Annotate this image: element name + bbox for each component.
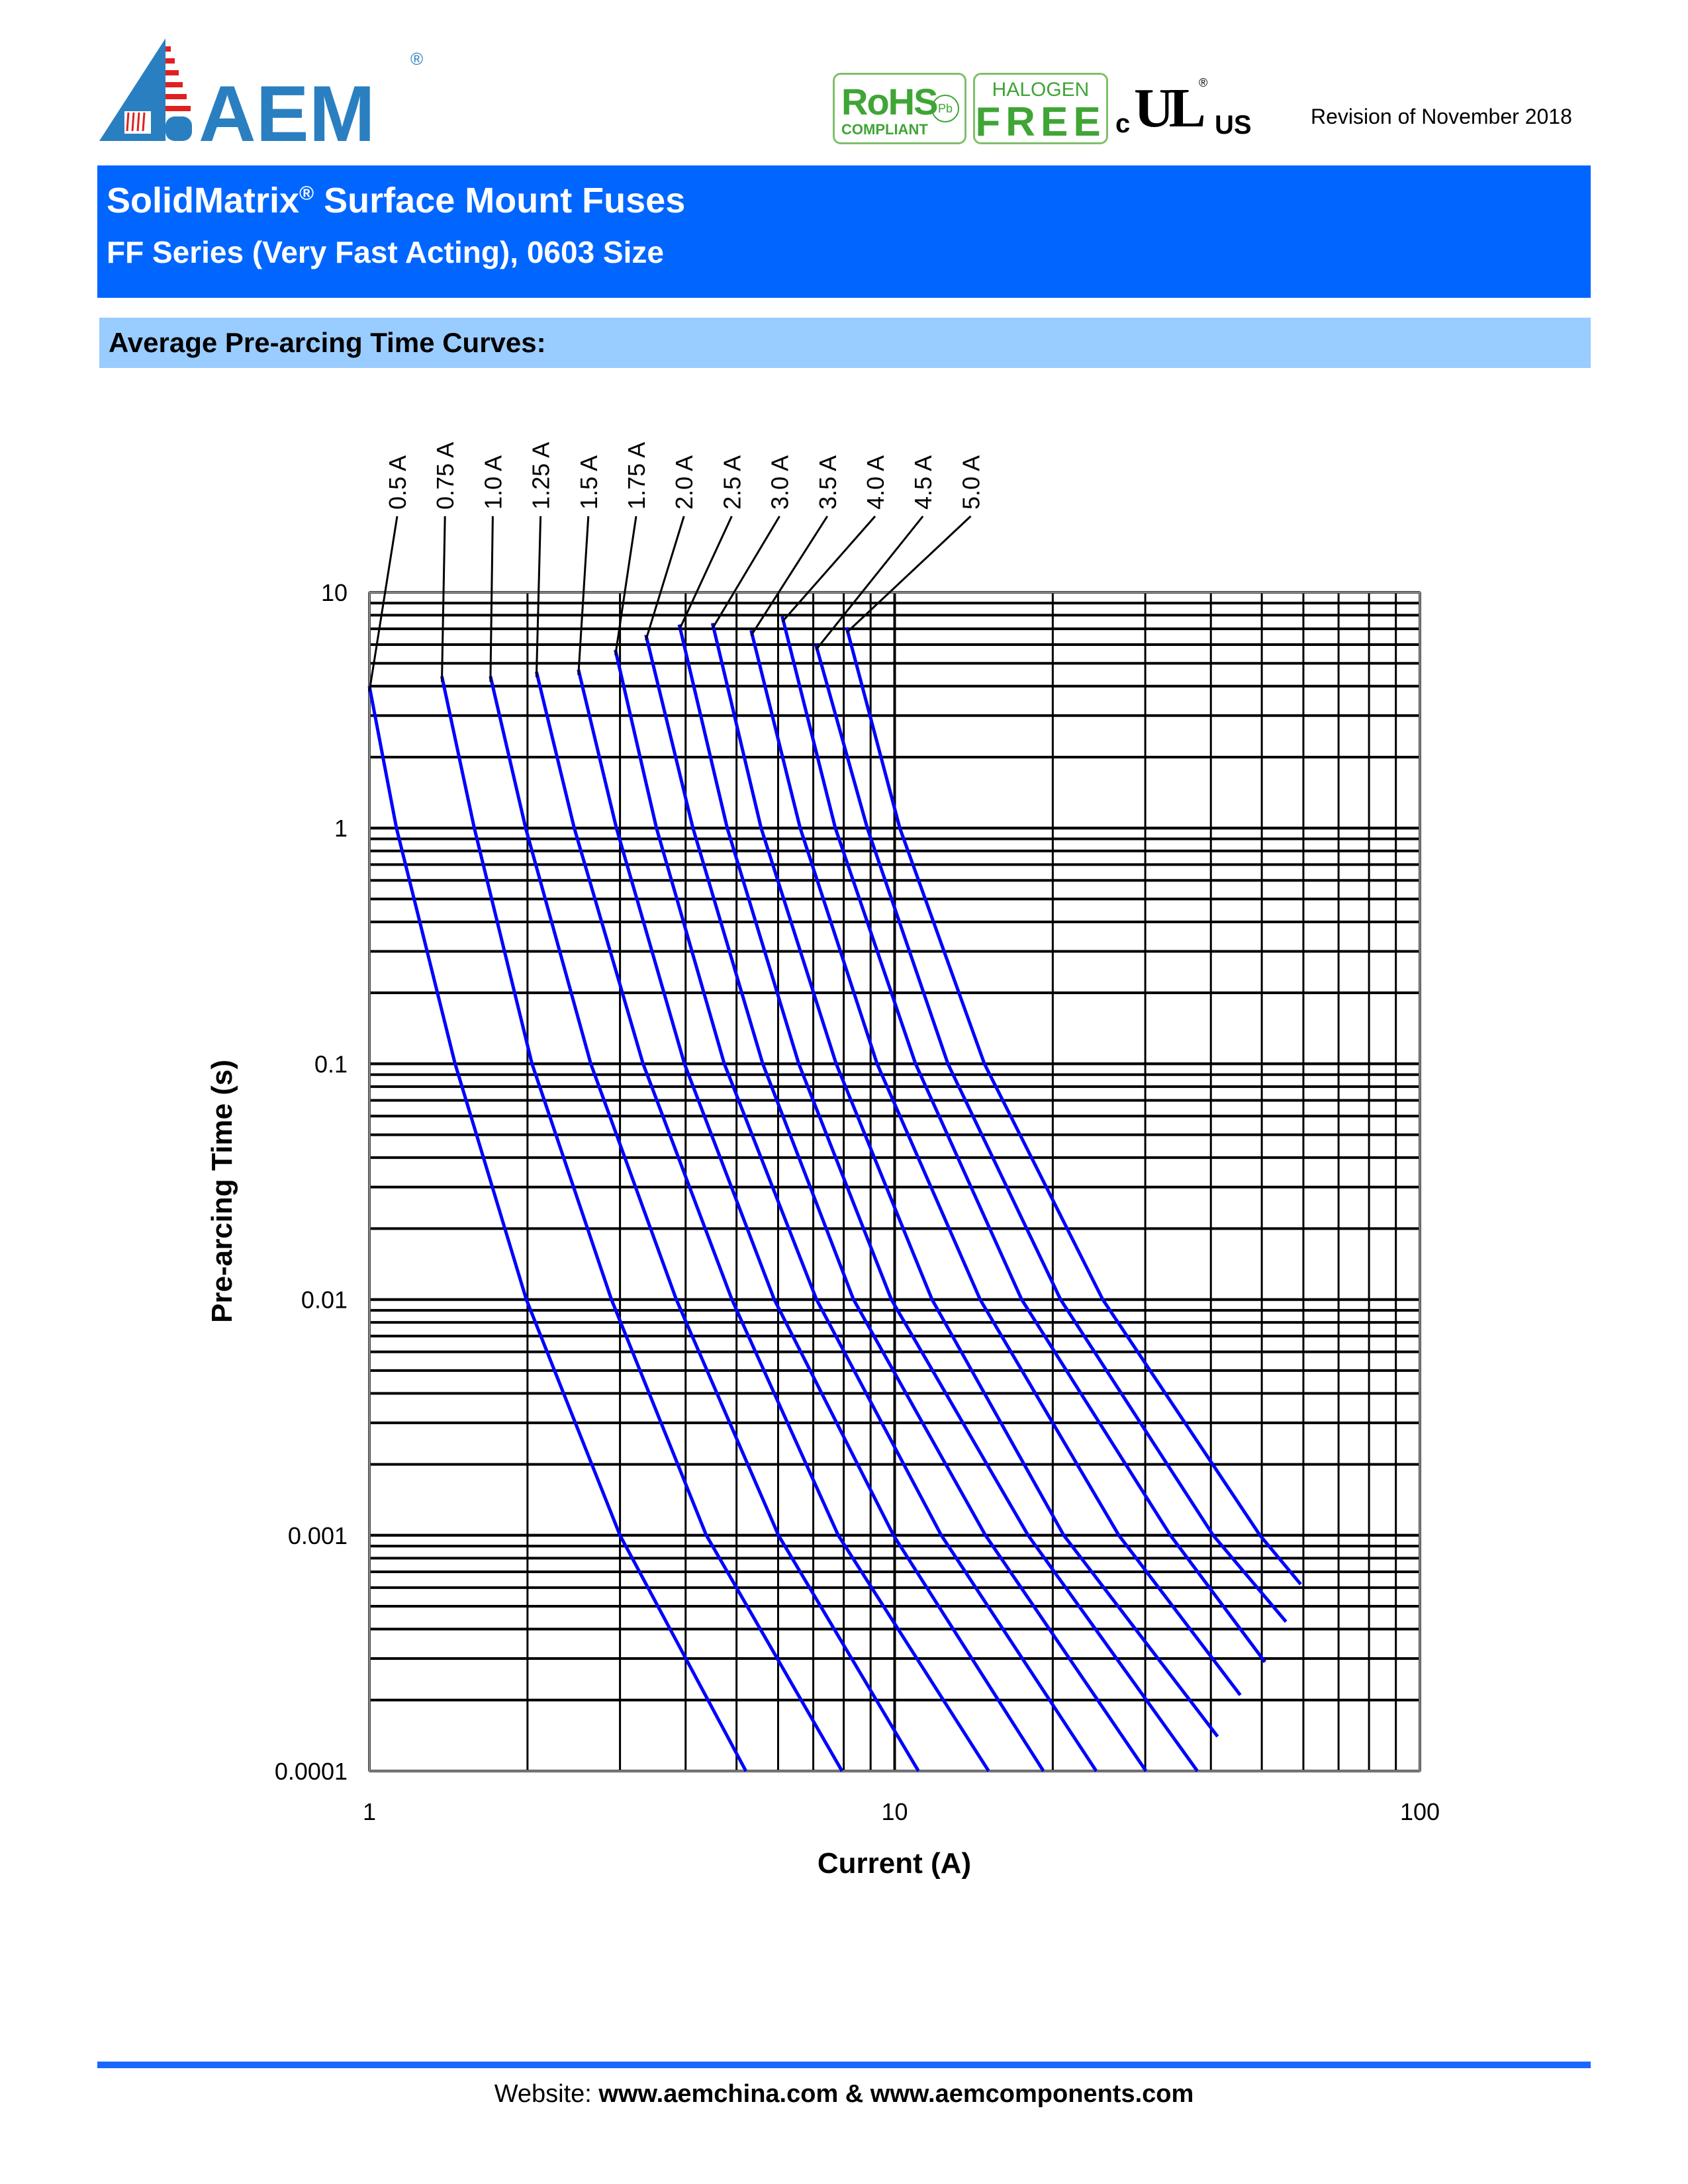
leader-line	[781, 516, 876, 623]
y-tick-label: 0.0001	[275, 1758, 348, 1785]
curve-label: 4.0 A	[862, 455, 889, 510]
curve-4-5-A	[814, 644, 1288, 1623]
curve-label: 1.0 A	[479, 455, 506, 510]
leader-line	[815, 516, 924, 651]
curve-label: 1.75 A	[623, 442, 650, 510]
y-tick-label: 0.1	[314, 1050, 348, 1077]
cul-us-listed-mark: c UL ® US	[1115, 76, 1252, 140]
leader-line	[535, 516, 542, 678]
curve-label: 3.5 A	[814, 455, 841, 510]
y-tick-label: 1	[334, 815, 348, 842]
logo-text: AEM	[199, 69, 375, 144]
grid	[368, 591, 1421, 1772]
curve-label: 1.5 A	[575, 455, 602, 510]
curve-label: 2.5 A	[718, 455, 745, 510]
leader-line	[845, 515, 972, 634]
leader-line	[678, 516, 733, 631]
curve-3-0-A	[710, 623, 1219, 1738]
y-tick-label: 0.001	[288, 1522, 348, 1549]
curve-label: 5.0 A	[957, 455, 984, 510]
curve-0-75-A	[440, 676, 844, 1772]
x-axis-title: Current (A)	[818, 1847, 971, 1880]
y-axis-title: Pre-arcing Time (s)	[206, 1060, 238, 1323]
curves	[367, 615, 1302, 1772]
curve-1-5-A	[577, 669, 1045, 1772]
y-tick-label: 10	[321, 579, 348, 606]
y-tick-label: 0.01	[301, 1287, 348, 1314]
curve-4-0-A	[780, 615, 1266, 1663]
curve-2-5-A	[677, 624, 1199, 1772]
curve-2-0-A	[644, 634, 1148, 1772]
halogen-free-badge: HALOGEN FREE	[973, 73, 1108, 145]
page-title: SolidMatrix® Surface Mount Fuses	[107, 181, 686, 220]
curve-1-75-A	[614, 649, 1098, 1772]
rohs-compliant-badge: RoHS COMPLIANT Pb	[833, 73, 966, 144]
curve-label: 0.5 A	[384, 455, 411, 510]
tick-labels: 10 1 0.1 0.01 0.001 0.0001 1 10 100	[275, 579, 1440, 1825]
x-tick-label: 10	[881, 1798, 908, 1825]
x-tick-label: 100	[1400, 1798, 1440, 1825]
leader-line	[750, 516, 829, 637]
curve-label: 2.0 A	[671, 455, 698, 510]
curve-0-5-A	[367, 686, 748, 1772]
page-subtitle: FF Series (Very Fast Acting), 0603 Size	[107, 235, 664, 269]
curve-3-5-A	[749, 629, 1242, 1696]
leader-line	[577, 516, 590, 675]
curve-1-25-A	[534, 671, 990, 1772]
plot-border	[368, 591, 1421, 1772]
website-links: www.aemchina.com & www.aemcomponents.com	[598, 2080, 1194, 2108]
aem-logo: AEM ®	[99, 38, 423, 144]
curve-label: 3.0 A	[767, 455, 794, 510]
leader-line	[368, 516, 399, 692]
svg-text:®: ®	[410, 49, 423, 69]
curve-label: 4.5 A	[910, 455, 937, 510]
leader-line	[645, 516, 685, 641]
curve-labels: 0.5 A 0.75 A 1.0 A 1.25 A 1.5 A 1.75 A 2.0 A 2.…	[368, 442, 984, 692]
title-banner: SolidMatrix® Surface Mount Fuses FF Seri…	[97, 165, 1591, 298]
footer-rule	[97, 2062, 1591, 2068]
leader-line	[489, 516, 494, 682]
curve-1-0-A	[489, 676, 920, 1772]
section-title: Average Pre-arcing Time Curves:	[109, 327, 546, 358]
lead-free-icon: Pb	[931, 95, 959, 122]
x-tick-label: 1	[363, 1798, 376, 1825]
revision-date: Revision of November 2018	[1311, 105, 1572, 128]
section-header: Average Pre-arcing Time Curves:	[99, 318, 1591, 368]
curve-5-0-A	[845, 627, 1302, 1586]
curve-label: 0.75 A	[432, 442, 459, 510]
leader-line	[614, 516, 637, 656]
curve-label: 1.25 A	[528, 442, 555, 510]
footer: Website: www.aemchina.com & www.aemcompo…	[494, 2080, 1194, 2108]
leader-line	[712, 516, 780, 629]
leader-line	[440, 516, 446, 682]
